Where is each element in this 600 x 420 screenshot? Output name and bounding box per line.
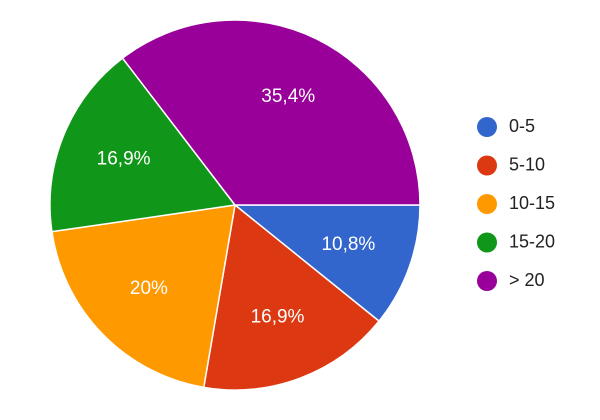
value-label: 35,4%: [261, 86, 315, 107]
legend-label: 10-15: [509, 193, 555, 213]
legend-marker: [477, 194, 497, 214]
legend-label: 15-20: [509, 231, 555, 251]
pie-slice: [121, 19, 421, 206]
legend-label: 5-10: [509, 154, 545, 174]
legend-marker: [477, 117, 497, 137]
legend-marker: [477, 155, 497, 176]
value-label: 20%: [130, 278, 168, 299]
legend-marker: [477, 271, 497, 291]
pie-slice: [232, 204, 421, 323]
legend-marker: [477, 232, 497, 253]
pie-slice: [202, 203, 381, 391]
pie-slice: [49, 57, 237, 233]
value-label: 10,8%: [321, 234, 375, 255]
legend-label: 0-5: [509, 116, 535, 136]
pie-slice: [51, 204, 236, 389]
legend-label: > 20: [509, 270, 545, 290]
value-label: 16,9%: [97, 149, 151, 170]
value-label: 16,9%: [251, 307, 305, 328]
